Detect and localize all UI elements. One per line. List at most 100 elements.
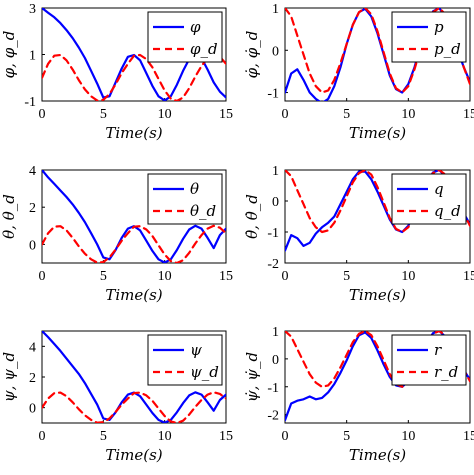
x-tick-label: 15 bbox=[463, 107, 474, 122]
series-group bbox=[42, 170, 226, 263]
series-line-desired bbox=[42, 391, 226, 423]
series-line-desired bbox=[285, 170, 470, 234]
series-line-desired bbox=[285, 8, 470, 94]
series-line-actual bbox=[285, 331, 470, 422]
x-axis-label: Time(s) bbox=[105, 286, 162, 304]
x-tick-label: 0 bbox=[39, 269, 46, 284]
series-line-actual bbox=[285, 170, 470, 252]
x-tick-label: 0 bbox=[282, 429, 289, 444]
y-axis-label: θ̇, θ̇_d bbox=[243, 194, 261, 239]
y-axis-label: ψ̇, ψ̇_d bbox=[243, 352, 261, 402]
legend-box bbox=[391, 11, 467, 63]
legend-label: p_d bbox=[434, 40, 461, 58]
x-tick-label: 5 bbox=[343, 429, 350, 444]
x-tick-label: 0 bbox=[39, 107, 46, 122]
y-tick-label: 4 bbox=[29, 340, 36, 355]
legend-box bbox=[391, 334, 467, 386]
x-tick-label: 0 bbox=[282, 269, 289, 284]
series-line-desired bbox=[42, 53, 226, 101]
legend: q q_d bbox=[391, 173, 467, 225]
x-axis-label: Time(s) bbox=[349, 446, 406, 464]
x-axis-label: Time(s) bbox=[105, 124, 162, 142]
y-tick-label: 0 bbox=[272, 353, 279, 368]
y-tick-label: 2 bbox=[29, 371, 36, 386]
legend-box bbox=[391, 173, 467, 225]
series-line-desired bbox=[285, 331, 470, 388]
subplot-6: 0 5 10 15 -2 -1 0 1 Time(s) ψ̇, ψ̇_d r r_d bbox=[243, 325, 474, 464]
legend-box bbox=[147, 11, 223, 63]
subplot-1: 0 5 10 15 -1 1 3 Time(s) φ, φ_d φ φ_d bbox=[0, 2, 233, 142]
x-tick-label: 10 bbox=[401, 429, 415, 444]
legend: p p_d bbox=[391, 11, 467, 63]
legend: ψ ψ_d bbox=[147, 334, 223, 386]
y-axis-label: θ, θ_d bbox=[0, 194, 18, 239]
x-axis-label: Time(s) bbox=[105, 446, 162, 464]
x-tick-label: 15 bbox=[219, 107, 233, 122]
y-tick-label: -2 bbox=[267, 409, 279, 424]
legend-label: p bbox=[434, 18, 444, 36]
x-tick-label: 5 bbox=[100, 429, 107, 444]
legend: θ θ_d bbox=[147, 173, 223, 225]
x-tick-label: 10 bbox=[401, 107, 415, 122]
x-tick-label: 15 bbox=[219, 269, 233, 284]
subplot-5: 0 5 10 15 0 2 4 Time(s) ψ, ψ_d ψ ψ_d bbox=[0, 330, 233, 464]
y-axis-label: φ, φ_d bbox=[0, 31, 18, 79]
legend-label: ψ_d bbox=[190, 363, 219, 381]
series-group bbox=[285, 8, 470, 101]
legend-label: r_d bbox=[434, 363, 458, 381]
legend-label: q_d bbox=[434, 202, 461, 220]
series-group bbox=[285, 170, 470, 252]
legend-box bbox=[147, 334, 223, 386]
legend-label: φ bbox=[190, 18, 201, 36]
y-axis-label: φ̇, φ̇_d bbox=[243, 31, 261, 79]
x-axis-label: Time(s) bbox=[349, 124, 406, 142]
legend-label: θ_d bbox=[190, 202, 216, 220]
y-axis-label: ψ, ψ_d bbox=[0, 352, 18, 402]
series-group bbox=[42, 331, 226, 423]
y-tick-label: 4 bbox=[29, 164, 36, 179]
x-tick-label: 10 bbox=[401, 269, 415, 284]
legend-label: r bbox=[434, 341, 442, 359]
x-tick-label: 10 bbox=[158, 429, 172, 444]
x-tick-label: 15 bbox=[219, 429, 233, 444]
legend-label: ψ bbox=[190, 341, 202, 359]
y-tick-label: 1 bbox=[272, 164, 279, 179]
x-tick-label: 0 bbox=[39, 429, 46, 444]
x-tick-label: 15 bbox=[463, 429, 474, 444]
x-tick-label: 5 bbox=[343, 269, 350, 284]
x-tick-label: 10 bbox=[158, 269, 172, 284]
x-tick-label: 5 bbox=[100, 107, 107, 122]
legend-label: θ bbox=[190, 180, 199, 198]
x-tick-label: 0 bbox=[282, 107, 289, 122]
y-tick-label: -1 bbox=[267, 381, 279, 396]
series-group bbox=[285, 331, 470, 422]
x-tick-label: 15 bbox=[463, 269, 474, 284]
legend-label: q bbox=[434, 180, 444, 198]
legend: r r_d bbox=[391, 334, 467, 386]
legend: φ φ_d bbox=[147, 11, 223, 63]
subplot-4: 0 5 10 15 -2 -1 0 1 Time(s) θ̇, θ̇_d q q_d bbox=[243, 164, 474, 304]
y-tick-label: 0 bbox=[29, 402, 36, 417]
x-axis-label: Time(s) bbox=[349, 286, 406, 304]
series-line-desired bbox=[42, 224, 226, 263]
y-tick-label: 3 bbox=[29, 2, 36, 17]
y-tick-label: 0 bbox=[29, 238, 36, 253]
x-tick-label: 5 bbox=[343, 107, 350, 122]
y-tick-label: 1 bbox=[272, 325, 279, 340]
y-tick-label: -1 bbox=[267, 87, 279, 102]
y-tick-label: -1 bbox=[24, 95, 36, 110]
y-tick-label: 1 bbox=[272, 2, 279, 17]
y-tick-label: 1 bbox=[29, 49, 36, 64]
legend-box bbox=[147, 173, 223, 225]
subplot-3: 0 5 10 15 0 2 4 Time(s) θ, θ_d θ θ_d bbox=[0, 164, 233, 304]
y-tick-label: 0 bbox=[272, 195, 279, 210]
x-tick-label: 10 bbox=[158, 107, 172, 122]
y-tick-label: -2 bbox=[267, 257, 279, 272]
y-tick-label: 0 bbox=[272, 44, 279, 59]
y-tick-label: -1 bbox=[267, 226, 279, 241]
y-tick-label: 2 bbox=[29, 201, 36, 216]
x-tick-label: 5 bbox=[100, 269, 107, 284]
legend-label: φ_d bbox=[190, 40, 218, 58]
